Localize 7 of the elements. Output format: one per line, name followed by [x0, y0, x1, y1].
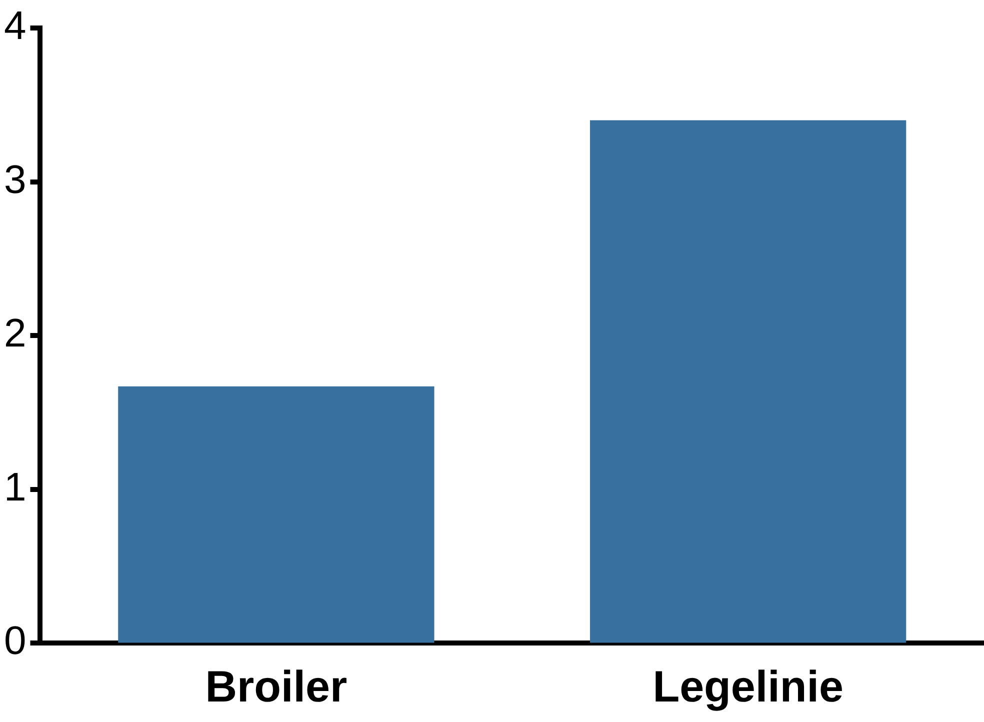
x-tick-label: Broiler — [205, 662, 348, 712]
y-tick-label: 4 — [4, 4, 26, 48]
y-tick-label: 2 — [4, 312, 26, 356]
x-tick-label: Legelinie — [652, 662, 844, 712]
y-tick-label: 3 — [4, 158, 26, 202]
y-tick-label: 0 — [4, 619, 26, 664]
y-tick-label: 1 — [4, 465, 26, 510]
